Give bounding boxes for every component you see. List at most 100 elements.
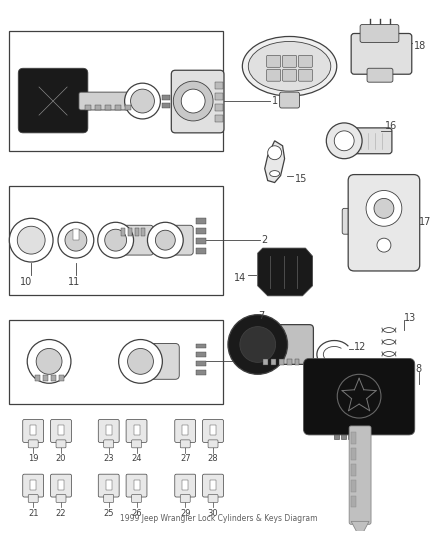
Text: 14: 14 [233,273,246,283]
FancyBboxPatch shape [104,440,114,448]
FancyBboxPatch shape [342,208,360,234]
Bar [196,343,206,349]
Text: 25: 25 [103,509,114,518]
Bar [362,417,367,439]
Text: 8: 8 [416,365,422,374]
FancyBboxPatch shape [98,474,119,497]
Ellipse shape [248,42,331,91]
Bar [30,480,36,490]
Bar [58,425,64,435]
FancyBboxPatch shape [283,55,297,67]
FancyBboxPatch shape [208,495,218,503]
Bar [162,95,170,100]
Bar [59,375,64,381]
Bar [9,185,223,295]
Bar [215,115,223,122]
FancyBboxPatch shape [175,419,196,442]
Polygon shape [258,248,312,296]
FancyBboxPatch shape [131,440,141,448]
FancyBboxPatch shape [348,175,420,271]
Circle shape [9,219,53,262]
Text: 29: 29 [180,509,191,518]
Text: 26: 26 [131,509,142,518]
Bar [43,375,48,381]
Bar [106,480,112,490]
Circle shape [98,222,134,258]
FancyBboxPatch shape [50,419,71,442]
Bar [294,359,300,365]
Circle shape [377,238,391,252]
FancyBboxPatch shape [267,69,281,81]
Circle shape [173,81,213,121]
Text: 17: 17 [419,217,431,227]
Bar [196,219,206,224]
Bar [348,417,353,439]
Text: 1999 Jeep Wrangler Lock Cylinders & Keys Diagram: 1999 Jeep Wrangler Lock Cylinders & Keys… [120,514,318,523]
Circle shape [268,146,282,160]
Bar [196,238,206,244]
FancyBboxPatch shape [56,495,66,503]
FancyBboxPatch shape [360,25,399,43]
Bar [351,432,356,444]
Bar [134,228,138,236]
FancyBboxPatch shape [104,495,114,503]
Bar [9,31,223,151]
FancyBboxPatch shape [298,55,312,67]
Text: 24: 24 [131,454,142,463]
Text: 27: 27 [180,454,191,463]
Text: 16: 16 [385,121,397,131]
Bar [351,448,356,460]
Text: 7: 7 [258,311,265,321]
Text: 22: 22 [56,509,66,518]
Bar [215,82,223,89]
FancyBboxPatch shape [23,419,44,442]
Bar [215,104,223,111]
FancyBboxPatch shape [28,495,38,503]
Circle shape [148,222,183,258]
Text: 10: 10 [20,277,32,287]
Circle shape [155,230,175,250]
Bar [351,480,356,491]
Circle shape [36,349,62,374]
FancyBboxPatch shape [56,440,66,448]
FancyBboxPatch shape [180,440,190,448]
Ellipse shape [270,171,279,176]
Bar [9,320,223,404]
Bar [85,105,91,110]
Bar [271,359,276,365]
FancyBboxPatch shape [28,440,38,448]
Bar [351,496,356,507]
Bar [355,417,360,439]
Ellipse shape [242,36,337,96]
Text: 19: 19 [28,454,39,463]
Bar [351,464,356,475]
Bar [162,103,170,108]
FancyBboxPatch shape [79,92,138,110]
Text: 3: 3 [369,422,375,432]
Circle shape [65,229,87,251]
Text: 30: 30 [208,509,219,518]
Bar [279,359,283,365]
FancyBboxPatch shape [367,68,393,82]
Bar [124,105,131,110]
FancyBboxPatch shape [137,343,179,379]
Bar [141,228,145,236]
Circle shape [17,226,45,254]
Circle shape [124,83,160,119]
Text: 11: 11 [68,277,80,287]
FancyBboxPatch shape [349,426,371,524]
FancyBboxPatch shape [203,474,223,497]
FancyBboxPatch shape [98,419,119,442]
Bar [120,228,124,236]
Circle shape [27,340,71,383]
Bar [286,359,292,365]
FancyBboxPatch shape [126,419,147,442]
Bar [215,93,223,100]
Text: 20: 20 [56,454,66,463]
FancyBboxPatch shape [126,474,147,497]
Bar [95,105,101,110]
Bar [341,134,347,144]
FancyBboxPatch shape [113,225,153,255]
FancyBboxPatch shape [131,495,141,503]
FancyBboxPatch shape [50,474,71,497]
